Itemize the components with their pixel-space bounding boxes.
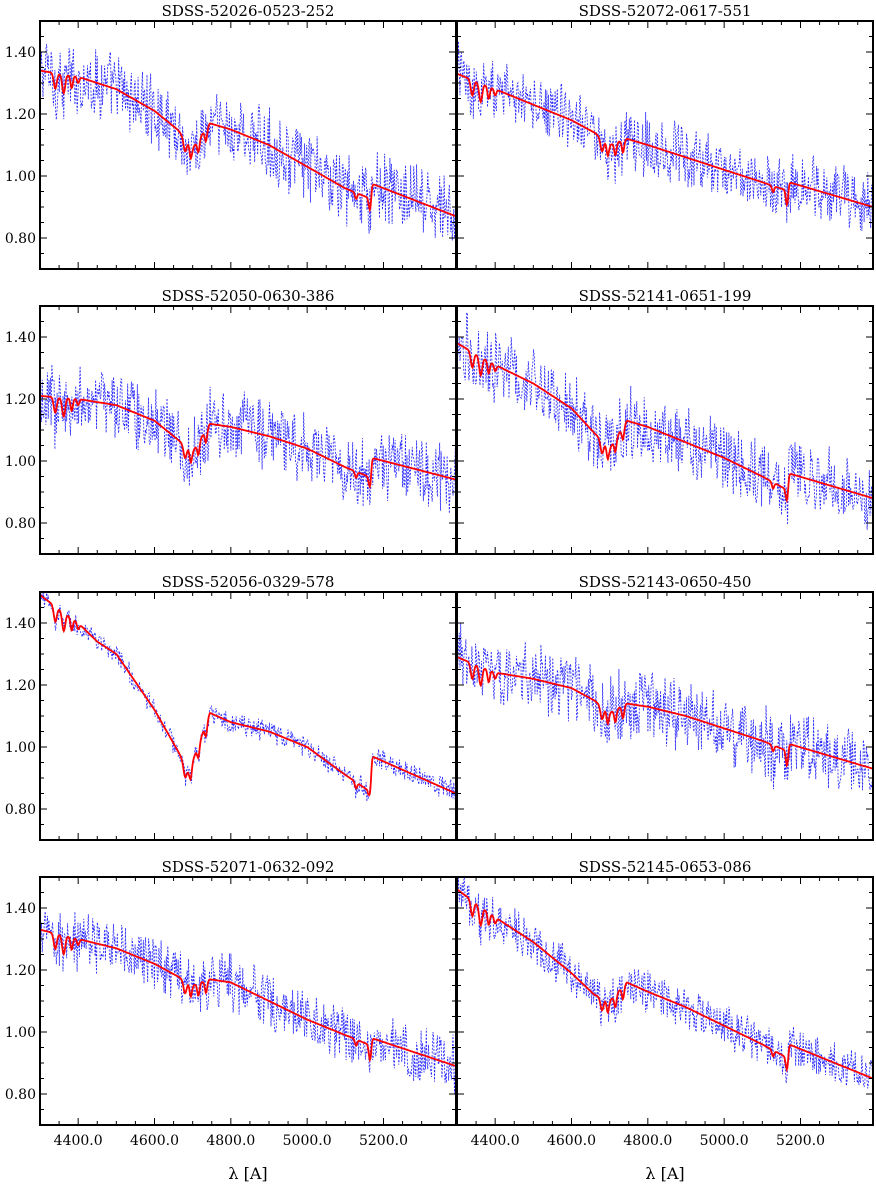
panel-1: SDSS-52026-0523-252 0.80 1.00 1.20 1.40 bbox=[5, 2, 457, 270]
observed-spectrum-line bbox=[40, 364, 456, 514]
x-axis-label: λ [A] bbox=[228, 1164, 267, 1183]
model-spectrum-line bbox=[40, 928, 456, 1067]
x-tick-label: 4800.0 bbox=[206, 1133, 255, 1149]
panel-frame bbox=[456, 876, 874, 1126]
panel-5: SDSS-52056-0329-578 0.80 1.00 1.20 1.40 bbox=[5, 573, 457, 841]
panel-title: SDSS-52145-0653-086 bbox=[579, 858, 752, 876]
y-tick-label: 1.20 bbox=[5, 392, 36, 408]
panel-frame bbox=[456, 591, 874, 841]
x-axis-label: λ [A] bbox=[645, 1164, 684, 1183]
y-tick-label: 0.80 bbox=[5, 802, 36, 818]
y-tick-label: 1.20 bbox=[5, 963, 36, 979]
panel-title: SDSS-52056-0329-578 bbox=[162, 573, 335, 591]
x-tick-label: 4400.0 bbox=[471, 1133, 520, 1149]
panel-8: SDSS-52145-0653-086 4400.0 4600.0 4800.0 500… bbox=[456, 858, 874, 1183]
panel-frame bbox=[39, 876, 457, 1126]
y-tick-label: 1.40 bbox=[5, 901, 36, 917]
observed-spectrum-line bbox=[457, 622, 873, 791]
x-tick-label: 4600.0 bbox=[547, 1133, 596, 1149]
observed-spectrum-line bbox=[40, 43, 456, 241]
model-spectrum-line bbox=[40, 69, 456, 218]
x-tick-label: 5200.0 bbox=[359, 1133, 408, 1149]
observed-spectrum-line bbox=[457, 41, 873, 231]
model-spectrum-line bbox=[40, 395, 456, 490]
x-tick-label: 4400.0 bbox=[54, 1133, 103, 1149]
panel-4: SDSS-52141-0651-199 bbox=[456, 287, 874, 555]
y-tick-label: 1.20 bbox=[5, 678, 36, 694]
panel-title: SDSS-52072-0617-551 bbox=[579, 2, 752, 20]
model-spectrum-line bbox=[457, 888, 873, 1080]
panel-title: SDSS-52050-0630-386 bbox=[162, 287, 335, 305]
x-tick-label: 4600.0 bbox=[130, 1133, 179, 1149]
panel-title: SDSS-52071-0632-092 bbox=[162, 858, 335, 876]
y-tick-label: 0.80 bbox=[5, 516, 36, 532]
panel-frame bbox=[39, 20, 457, 270]
model-spectrum-line bbox=[457, 656, 873, 770]
observed-spectrum-line bbox=[40, 592, 456, 802]
panel-frame bbox=[39, 591, 457, 841]
panel-3: SDSS-52050-0630-386 0.80 1.00 1.20 1.40 bbox=[5, 287, 457, 555]
y-tick-label: 1.40 bbox=[5, 616, 36, 632]
panel-title: SDSS-52143-0650-450 bbox=[579, 573, 752, 591]
x-tick-label: 5200.0 bbox=[776, 1133, 825, 1149]
y-tick-label: 1.00 bbox=[5, 454, 36, 470]
y-tick-label: 1.00 bbox=[5, 740, 36, 756]
observed-spectrum-line bbox=[40, 907, 456, 1094]
panel-title: SDSS-52141-0651-199 bbox=[579, 287, 752, 305]
panel-frame bbox=[456, 20, 874, 270]
y-tick-label: 1.40 bbox=[5, 45, 36, 61]
y-tick-label: 1.00 bbox=[5, 1025, 36, 1041]
model-spectrum-line bbox=[457, 342, 873, 504]
y-tick-label: 1.00 bbox=[5, 169, 36, 185]
panel-title: SDSS-52026-0523-252 bbox=[162, 2, 335, 20]
observed-spectrum-line bbox=[457, 877, 873, 1091]
y-tick-label: 0.80 bbox=[5, 1087, 36, 1103]
observed-spectrum-line bbox=[457, 310, 873, 530]
y-tick-label: 1.20 bbox=[5, 107, 36, 123]
y-tick-label: 1.40 bbox=[5, 330, 36, 346]
x-tick-label: 4800.0 bbox=[623, 1133, 672, 1149]
x-tick-label: 5000.0 bbox=[700, 1133, 749, 1149]
model-spectrum-line bbox=[40, 594, 456, 797]
panel-frame bbox=[456, 305, 874, 555]
panel-2: SDSS-52072-0617-551 bbox=[456, 2, 874, 270]
panel-7: SDSS-52071-0632-092 0.80 1.00 1.20 1.40 4400.… bbox=[5, 858, 457, 1183]
y-tick-label: 0.80 bbox=[5, 231, 36, 247]
model-spectrum-line bbox=[457, 72, 873, 208]
x-tick-label: 5000.0 bbox=[283, 1133, 332, 1149]
panel-6: SDSS-52143-0650-450 bbox=[456, 573, 874, 841]
